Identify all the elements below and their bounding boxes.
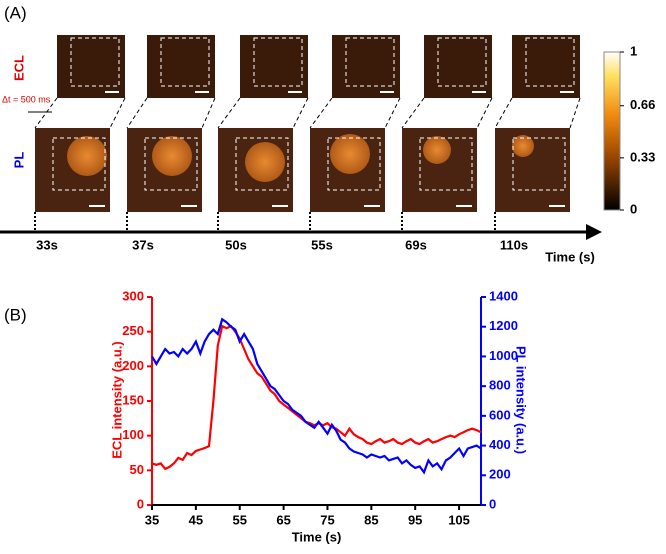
y2-tick-label: 800 (489, 378, 511, 393)
pl-cell (67, 136, 107, 176)
row-label: ECL (11, 55, 26, 81)
colorbar-tick-label: 1 (630, 43, 637, 58)
roi-box (52, 137, 106, 191)
y-tick-label: 100 (122, 427, 144, 442)
time-label: 69s (405, 237, 427, 252)
x-tick-label: 105 (448, 512, 470, 527)
roi-box (327, 137, 381, 191)
pl-cell (152, 136, 192, 176)
connector (34, 97, 58, 129)
x-tick-label: 95 (408, 512, 422, 527)
connector (494, 97, 513, 129)
connector (126, 97, 148, 129)
y-tick-label: 250 (122, 323, 144, 338)
connector (384, 97, 401, 129)
y-tick-label: 300 (122, 288, 144, 303)
roi-box (235, 137, 289, 191)
x-tick-label: 55 (232, 512, 246, 527)
y2-tick-label: 200 (489, 467, 511, 482)
roi-box (70, 37, 120, 87)
x-tick-label: 45 (189, 512, 203, 527)
x-tick-label: 85 (364, 512, 378, 527)
y-tick-label: 150 (122, 392, 144, 407)
y-tick-label: 0 (137, 496, 144, 511)
pl-cell (423, 136, 451, 164)
ecl-frame (240, 35, 308, 98)
x-tick-label: 65 (276, 512, 290, 527)
roi-box (160, 37, 210, 87)
y-tick-label: 50 (130, 462, 144, 477)
colorbar (603, 51, 621, 211)
roi-box (253, 37, 303, 87)
connector (569, 97, 581, 129)
ecl-frame (57, 35, 125, 98)
roi-box (144, 137, 198, 191)
ecl-frame (512, 35, 580, 98)
colorbar-tick-label: 0.33 (630, 149, 655, 164)
panel-label: (B) (4, 305, 27, 324)
time-label: 37s (132, 237, 154, 252)
connector (309, 97, 333, 129)
roi-box (345, 37, 395, 87)
y-axis-label: ECL intensity (a.u.) (109, 341, 124, 459)
ecl-frame (424, 35, 492, 98)
y2-tick-label: 600 (489, 407, 511, 422)
pl-cell (512, 135, 534, 157)
x-axis-label: Time (s) (292, 529, 342, 544)
y2-tick-label: 0 (489, 496, 496, 511)
colorbar-tick-label: 0.66 (630, 97, 655, 112)
connector (476, 97, 493, 129)
roi-box (419, 137, 473, 191)
series-line (151, 317, 482, 475)
roi-box (525, 37, 575, 87)
connector (201, 97, 216, 129)
time-label: 110s (500, 237, 528, 252)
panel-label: (A) (4, 3, 27, 22)
y2-tick-label: 1400 (489, 288, 518, 303)
time-axis-label: Time (s) (545, 249, 595, 264)
roi-box (512, 137, 566, 191)
y2-tick-label: 400 (489, 437, 511, 452)
x-tick-label: 35 (145, 512, 159, 527)
x-tick-label: 75 (320, 512, 334, 527)
ecl-frame (147, 35, 215, 98)
ecl-frame (332, 35, 400, 98)
interval-label: Δt = 500 ms (2, 94, 51, 104)
connector (217, 97, 241, 129)
row-label: PL (11, 152, 26, 169)
pl-cell (245, 142, 285, 182)
colorbar-tick-label: 0 (630, 201, 637, 216)
time-label: 33s (36, 237, 58, 252)
y2-axis-label: PL intensity (a.u.) (514, 346, 529, 454)
time-label: 50s (225, 237, 247, 252)
y2-tick-label: 1000 (489, 348, 518, 363)
y-tick-label: 200 (122, 358, 144, 373)
roi-box (437, 37, 487, 87)
pl-cell (330, 134, 370, 174)
connector (109, 97, 126, 129)
time-arrowhead (586, 224, 602, 240)
connector (292, 97, 309, 129)
connector (401, 97, 425, 129)
time-label: 55s (311, 237, 333, 252)
y2-tick-label: 1200 (489, 318, 518, 333)
